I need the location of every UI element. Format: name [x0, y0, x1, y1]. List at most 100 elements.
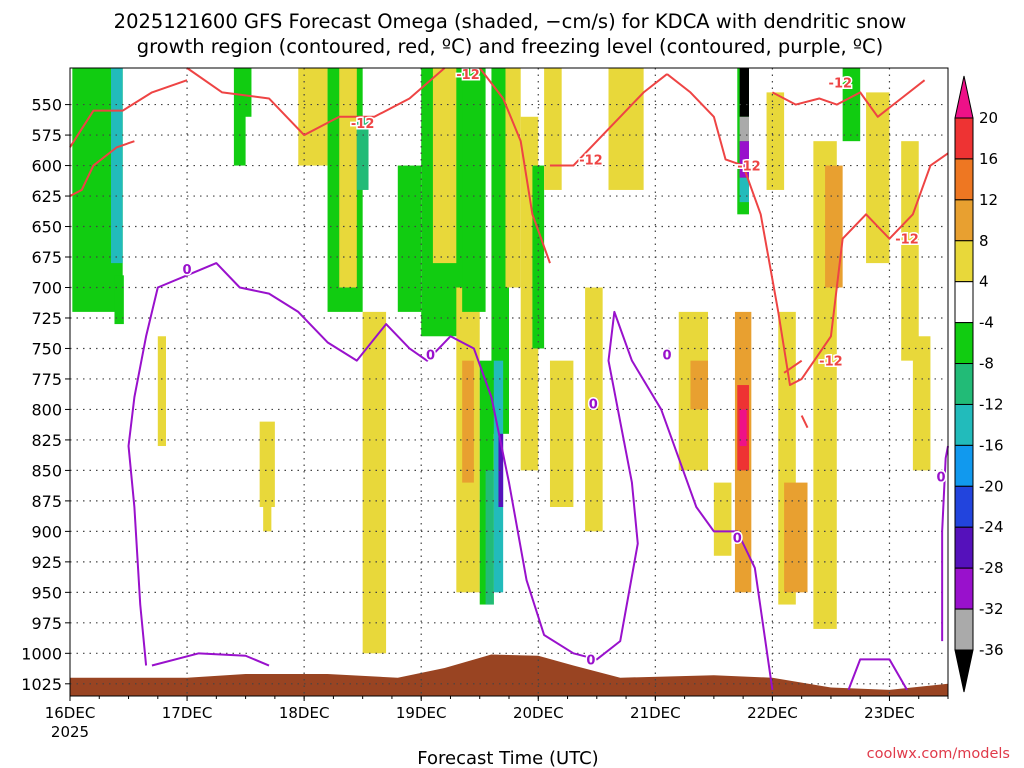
colorbar-bin-12 — [954, 608, 974, 651]
dgz-contour-label-0: -12 — [456, 68, 480, 83]
colorbar-bin-4 — [954, 281, 974, 324]
colorbar-bin-6 — [954, 363, 974, 405]
omega-cell-30 — [608, 68, 644, 190]
omega-cell-15 — [432, 68, 457, 264]
dgz-contour-line-1 — [69, 140, 135, 197]
colorbar-bin-2 — [954, 199, 974, 242]
y-tick-label-850: 850 — [31, 461, 62, 480]
colorbar-bin-8 — [954, 444, 974, 487]
colorbar-tick-5: -4 — [979, 314, 994, 332]
freezing-contour-label-4: 0 — [586, 653, 595, 668]
y-tick-label-550: 550 — [31, 96, 62, 115]
dgz-contours — [69, 67, 949, 429]
omega-cell-32 — [690, 360, 709, 410]
contour-labels: -12 -12 -12 -12 -12 -12 -12 0 0 0 0 0 0 0 — [181, 67, 947, 670]
omega-cell-18 — [462, 68, 486, 312]
y-tick-label-600: 600 — [31, 157, 62, 176]
y-tick-label-725: 725 — [31, 309, 62, 328]
omega-cell-50 — [912, 336, 931, 471]
y-tick-label-950: 950 — [31, 583, 62, 602]
colorbar-tick-4: 4 — [979, 273, 989, 291]
colorbar-bottom-arrow — [954, 649, 974, 693]
dgz-contour-label-1: -12 — [351, 117, 375, 132]
freezing-contour-line-0 — [127, 262, 774, 691]
x-tick-label-7: 23DEC — [864, 704, 915, 722]
y-tick-label-650: 650 — [31, 218, 62, 237]
colorbar-bin-1 — [954, 158, 974, 201]
colorbar: 20 16 12 8 4 -4 -8 -12 -16 -20 -24 -28 -32 -36 — [954, 75, 1004, 693]
omega-cell-20 — [485, 470, 494, 605]
y-tick-label-825: 825 — [31, 431, 62, 450]
freezing-contour-line-3 — [941, 445, 949, 642]
x-tick-year: 2025 — [51, 723, 89, 741]
y-tick-label-875: 875 — [31, 492, 62, 511]
dgz-contour-line-4 — [549, 73, 668, 167]
dgz-contour-line-8 — [800, 415, 809, 429]
dgz-contour-label-4: -12 — [829, 77, 853, 92]
omega-cell-44 — [784, 482, 808, 593]
y-tick-label-625: 625 — [31, 187, 62, 206]
omega-cell-21 — [491, 68, 509, 434]
y-tick-label-700: 700 — [31, 278, 62, 297]
omega-cell-27 — [544, 68, 562, 190]
y-axis: 550 575 600 625 650 675 700 725 750 775 800 825 850 8… — [21, 96, 70, 694]
y-tick-label-775: 775 — [31, 370, 62, 389]
dgz-contour-label-5: -12 — [819, 355, 843, 370]
colorbar-bin-10 — [954, 526, 974, 569]
omega-cell-35 — [739, 68, 749, 117]
y-tick-label-925: 925 — [31, 553, 62, 572]
omega-cell-46 — [825, 165, 843, 288]
colorbar-bin-9 — [954, 485, 974, 528]
colorbar-bin-3 — [954, 240, 974, 283]
dgz-contour-line-5 — [666, 73, 949, 387]
colorbar-bin-7 — [954, 403, 974, 446]
y-tick-label-750: 750 — [31, 339, 62, 358]
dgz-contour-line-6 — [771, 79, 926, 118]
omega-cell-4 — [233, 68, 246, 166]
omega-cell-6 — [259, 421, 275, 507]
colorbar-tick-7: -12 — [979, 395, 1004, 413]
x-tick-label-6: 22DEC — [747, 704, 798, 722]
omega-cell-2 — [114, 275, 124, 325]
freezing-contour-line-1 — [151, 652, 270, 667]
freezing-contour-label-2: 0 — [589, 397, 598, 412]
colorbar-tick-9: -20 — [979, 477, 1004, 495]
omega-cell-49 — [901, 141, 919, 361]
omega-cell-8 — [298, 68, 328, 166]
colorbar-tick-10: -24 — [979, 518, 1004, 536]
freezing-contour-label-3: 0 — [663, 349, 672, 364]
omega-cell-33 — [713, 482, 732, 556]
x-tick-label-0: 16DEC — [45, 704, 96, 722]
omega-cell-5 — [239, 68, 252, 117]
y-tick-label-900: 900 — [31, 522, 62, 541]
omega-shading — [72, 68, 931, 654]
omega-cell-29 — [585, 287, 603, 532]
y-tick-label-975: 975 — [31, 614, 62, 633]
dgz-contour-line-7 — [783, 359, 803, 374]
colorbar-bin-5 — [954, 322, 974, 365]
omega-cell-3 — [157, 336, 166, 447]
freezing-contour-label-5: 0 — [733, 531, 742, 546]
x-tick-label-3: 19DEC — [396, 704, 447, 722]
dgz-contour-line-2 — [186, 67, 446, 137]
freezing-contour-line-2 — [847, 658, 908, 691]
chart-title-line1: 2025121600 GFS Forecast Omega (shaded, −… — [114, 10, 907, 33]
freezing-contours — [127, 262, 949, 691]
omega-cell-38 — [739, 177, 749, 203]
colorbar-tick-8: -16 — [979, 436, 1004, 454]
x-axis-label: Forecast Time (UTC) — [417, 748, 598, 768]
y-tick-label-1025: 1025 — [21, 675, 62, 694]
omega-cell-17 — [462, 360, 474, 483]
colorbar-top-arrow — [954, 75, 974, 119]
colorbar-tick-13: -36 — [979, 641, 1004, 659]
colorbar-tick-12: -32 — [979, 600, 1004, 618]
credit-text: coolwx.com/models — [867, 746, 1010, 762]
terrain-layer — [70, 654, 948, 696]
omega-cell-28 — [549, 360, 574, 507]
omega-cell-48 — [866, 92, 890, 264]
grid-layer — [70, 68, 948, 696]
colorbar-tick-2: 12 — [979, 191, 998, 209]
omega-cell-12 — [362, 311, 387, 654]
x-tick-label-1: 17DEC — [162, 704, 213, 722]
x-tick-label-2: 18DEC — [279, 704, 330, 722]
